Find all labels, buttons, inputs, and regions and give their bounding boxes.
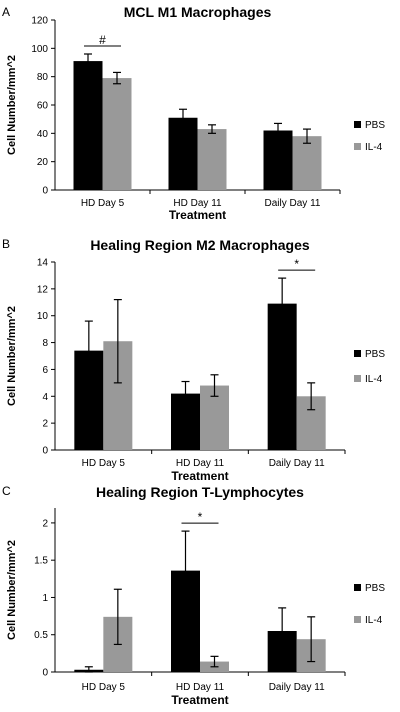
y-tick-label: 6 (42, 365, 48, 376)
x-tick-label: Daily Day 11 (269, 682, 325, 693)
y-tick-label: 1.5 (34, 556, 48, 567)
y-axis-label: Cell Number/mm^2 (6, 55, 18, 155)
chart-title: MCL M1 Macrophages (124, 4, 272, 20)
x-tick-label: HD Day 11 (173, 198, 222, 209)
bar-pbs-1 (168, 117, 198, 190)
y-axis-label: Cell Number/mm^2 (6, 306, 18, 406)
x-axis-label: Treatment (169, 208, 226, 222)
y-tick-label: 0.5 (34, 630, 48, 641)
y-tick-label: 1 (42, 593, 48, 604)
x-tick-label: HD Day 11 (176, 458, 225, 469)
y-tick-label: 40 (37, 129, 49, 140)
bar-pbs-2 (263, 130, 293, 190)
chart-title: Healing Region T-Lymphocytes (96, 484, 304, 500)
y-axis-label: Cell Number/mm^2 (6, 540, 18, 640)
legend-label: IL-4 (365, 374, 383, 385)
panel-letter: A (2, 5, 10, 19)
significance-marker: # (99, 33, 106, 47)
y-tick-label: 10 (37, 311, 49, 322)
x-tick-label: HD Day 5 (82, 682, 126, 693)
x-tick-label: HD Day 5 (81, 198, 125, 209)
bar-il-4-0 (102, 78, 132, 190)
y-tick-label: 12 (37, 284, 49, 295)
legend-swatch-pbs (354, 584, 361, 591)
bar-il-4-1 (197, 129, 227, 190)
y-tick-label: 20 (37, 157, 49, 168)
chart-panel-c: C Healing Region T-Lymphocytes 0 0.5 1 1.5 2 Ce… (2, 484, 385, 707)
legend-swatch-pbs (354, 121, 361, 128)
y-tick-label: 14 (37, 258, 49, 269)
legend-swatch-il-4 (354, 375, 361, 382)
y-tick-label: 2 (42, 518, 48, 529)
panel-letter: B (2, 237, 10, 251)
legend-label: IL-4 (365, 615, 383, 626)
y-tick-label: 0 (42, 186, 48, 197)
y-tick-label: 80 (37, 72, 49, 83)
x-tick-label: HD Day 11 (176, 682, 225, 693)
significance-marker: * (198, 510, 203, 524)
y-tick-label: 8 (42, 338, 48, 349)
x-tick-label: Daily Day 11 (269, 458, 325, 469)
x-tick-label: Daily Day 11 (265, 198, 321, 209)
legend-swatch-il-4 (354, 143, 361, 150)
legend-label: IL-4 (365, 142, 383, 153)
legend-label: PBS (365, 120, 385, 131)
panel-letter: C (2, 484, 11, 498)
significance-marker: * (294, 257, 299, 271)
legend-label: PBS (365, 349, 385, 360)
y-tick-label: 4 (42, 392, 48, 403)
x-axis-label: Treatment (171, 469, 228, 483)
chart-title: Healing Region M2 Macrophages (90, 237, 310, 253)
chart-panel-b: B Healing Region M2 Macrophages 0 2 4 6 8 10 12 1… (2, 237, 385, 483)
y-tick-label: 120 (31, 16, 48, 27)
y-tick-label: 100 (31, 44, 48, 55)
legend-swatch-il-4 (354, 616, 361, 623)
y-tick-label: 2 (42, 419, 48, 430)
chart-panel-a: A MCL M1 Macrophages 0 20 40 60 80 100 120 Cell N… (2, 4, 385, 222)
x-tick-label: HD Day 5 (82, 458, 126, 469)
bar-pbs-0 (73, 61, 103, 191)
x-axis-label: Treatment (171, 693, 228, 707)
y-tick-label: 0 (42, 446, 48, 457)
bar-il-4-2 (292, 136, 322, 190)
legend-label: PBS (365, 583, 385, 594)
y-tick-label: 60 (37, 101, 49, 112)
y-tick-label: 0 (42, 668, 48, 679)
legend-swatch-pbs (354, 350, 361, 357)
